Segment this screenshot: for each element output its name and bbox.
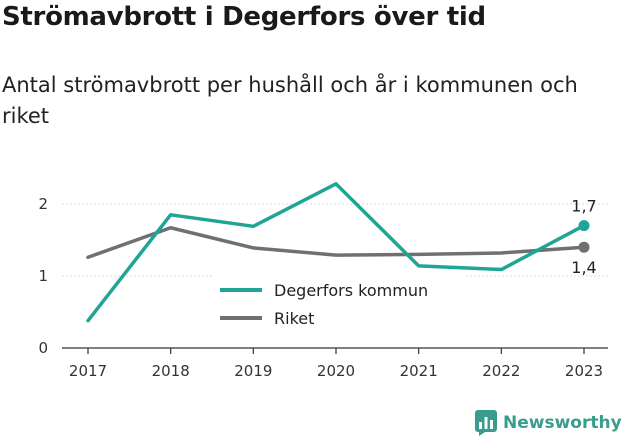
- legend-label: Riket: [274, 309, 314, 328]
- x-tick-label: 2018: [152, 362, 190, 380]
- end-point-degerfors: [578, 220, 590, 232]
- legend-box: [214, 274, 464, 336]
- y-tick-label: 0: [38, 339, 48, 357]
- x-tick-label: 2022: [482, 362, 520, 380]
- x-tick-label: 2023: [565, 362, 603, 380]
- end-label-riket: 1,4: [571, 258, 596, 277]
- bar-chart-icon: [475, 410, 497, 436]
- chart-title: Strömavbrott i Degerfors över tid: [2, 2, 486, 32]
- x-tick-label: 2020: [317, 362, 355, 380]
- newsworthy-logo: Newsworthy: [475, 408, 622, 438]
- end-point-riket: [578, 241, 590, 253]
- brand-name: Newsworthy: [503, 413, 622, 433]
- y-tick-label: 1: [38, 267, 48, 285]
- legend-label: Degerfors kommun: [274, 281, 428, 300]
- series-line-degerfors: [86, 182, 586, 323]
- chart-subtitle: Antal strömavbrott per hushåll och år i …: [2, 73, 578, 128]
- y-tick-label: 2: [38, 195, 48, 213]
- series-line-riket: [86, 226, 586, 260]
- x-tick-label: 2021: [400, 362, 438, 380]
- x-tick-label: 2019: [234, 362, 272, 380]
- end-label-degerfors: 1,7: [571, 197, 596, 216]
- x-tick-label: 2017: [69, 362, 107, 380]
